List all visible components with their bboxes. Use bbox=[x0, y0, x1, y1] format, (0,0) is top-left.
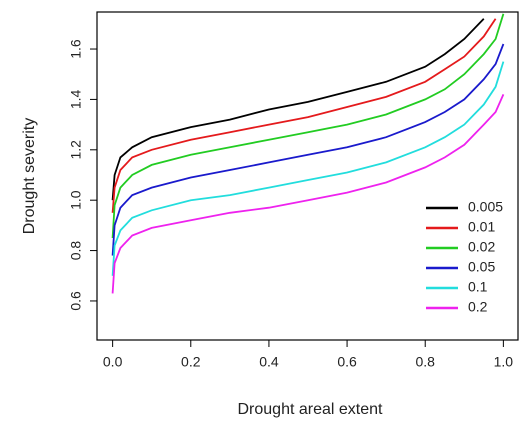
plot-area bbox=[111, 13, 505, 294]
y-tick-label: 1.6 bbox=[68, 39, 84, 59]
y-tick-label: 0.8 bbox=[68, 241, 84, 261]
series-line bbox=[111, 13, 505, 239]
series-line bbox=[111, 43, 505, 256]
legend-label: 0.1 bbox=[468, 279, 488, 295]
legend-label: 0.01 bbox=[468, 219, 495, 235]
y-tick-label: 0.6 bbox=[68, 291, 84, 311]
y-axis-label: Drought severity bbox=[21, 118, 38, 235]
x-tick-label: 1.0 bbox=[494, 354, 514, 370]
y-tick-label: 1.0 bbox=[68, 190, 84, 210]
series-line bbox=[111, 94, 505, 294]
x-tick-label: 0.4 bbox=[259, 354, 279, 370]
x-tick-label: 0.2 bbox=[181, 354, 201, 370]
plot-frame bbox=[96, 11, 519, 341]
x-tick-label: 0.0 bbox=[103, 354, 123, 370]
series-line bbox=[111, 61, 505, 276]
series-line bbox=[111, 18, 485, 201]
x-tick-label: 0.6 bbox=[337, 354, 357, 370]
x-axis-label: Drought areal extent bbox=[238, 401, 384, 418]
y-tick-label: 1.4 bbox=[68, 89, 84, 109]
y-tick-label: 1.2 bbox=[68, 140, 84, 160]
legend-label: 0.005 bbox=[468, 199, 503, 215]
legend-label: 0.2 bbox=[468, 299, 488, 315]
x-tick-label: 0.8 bbox=[415, 354, 435, 370]
legend-label: 0.05 bbox=[468, 259, 495, 275]
legend-label: 0.02 bbox=[468, 239, 495, 255]
series-line bbox=[111, 18, 497, 213]
